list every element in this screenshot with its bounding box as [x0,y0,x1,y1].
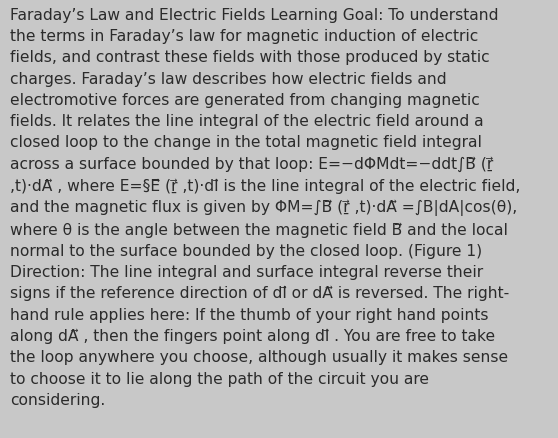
Text: Faraday’s Law and Electric Fields Learning Goal: To understand
the terms in Fara: Faraday’s Law and Electric Fields Learni… [10,8,521,407]
